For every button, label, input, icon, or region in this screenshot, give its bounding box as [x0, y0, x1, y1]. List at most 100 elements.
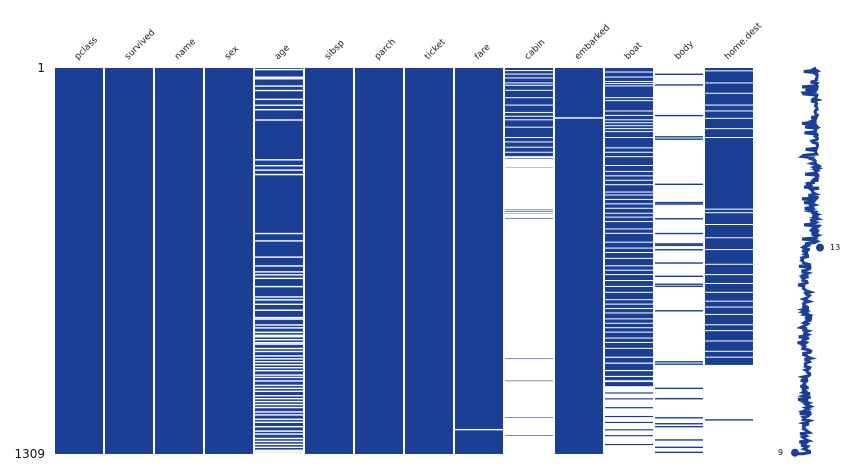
missing-range — [605, 356, 653, 358]
missing-range — [505, 218, 553, 359]
missing-range — [605, 216, 653, 218]
matrix-column-sibsp — [305, 68, 353, 454]
missing-cell — [255, 446, 303, 449]
missing-cell — [255, 369, 303, 372]
missing-cell — [255, 89, 303, 92]
missing-cell — [255, 277, 303, 280]
missing-range — [605, 221, 653, 223]
missing-range — [605, 203, 653, 205]
filled-cell — [655, 275, 703, 277]
missing-cell — [255, 296, 303, 298]
missing-range — [605, 247, 653, 249]
missing-range — [605, 151, 653, 153]
filled-cell — [655, 84, 703, 86]
missing-range — [605, 347, 653, 349]
missing-range — [505, 111, 553, 113]
missing-range — [705, 128, 753, 130]
missing-range — [605, 331, 653, 333]
completeness-sparkline — [791, 66, 824, 457]
filled-cell — [655, 387, 703, 390]
column-label: age — [273, 43, 292, 62]
missing-range — [605, 85, 653, 87]
missing-cell — [255, 334, 303, 336]
missing-range — [605, 393, 653, 399]
missing-cell — [255, 119, 303, 121]
column-label: ticket — [423, 37, 448, 62]
missing-range — [605, 445, 653, 454]
missing-cell — [255, 104, 303, 106]
filled-column — [155, 68, 203, 454]
filled-cell — [655, 201, 703, 204]
missing-range — [505, 211, 553, 214]
missing-range — [605, 380, 653, 383]
missing-cell — [255, 374, 303, 376]
filled-column — [255, 68, 303, 454]
missing-range — [705, 104, 753, 106]
missing-range — [605, 198, 653, 200]
matrix-column-cabin — [505, 68, 553, 454]
filled-column — [355, 68, 403, 454]
missing-range — [605, 430, 653, 436]
missing-range — [705, 364, 753, 454]
missing-range — [505, 137, 553, 139]
missing-range — [705, 313, 753, 315]
missing-range — [605, 280, 653, 282]
missing-range — [605, 291, 653, 293]
sparkline-path — [795, 66, 824, 456]
missing-cell — [255, 271, 303, 273]
missing-cell — [255, 303, 303, 306]
missing-cell — [255, 316, 303, 319]
filled-cell — [655, 397, 703, 400]
column-label: parch — [373, 37, 398, 62]
missing-range — [605, 165, 653, 167]
missing-cell — [255, 400, 303, 403]
filled-cell — [655, 232, 703, 235]
missing-range — [605, 408, 653, 416]
missing-range — [605, 265, 653, 267]
row-label-bottom: 1309 — [14, 447, 45, 461]
missing-range — [605, 114, 653, 116]
matrix-column-age — [255, 68, 303, 454]
missing-range — [605, 312, 653, 314]
missing-range — [605, 308, 653, 310]
missing-range — [505, 381, 553, 418]
missing-range — [705, 330, 753, 332]
missing-range — [505, 115, 553, 117]
missing-range — [605, 119, 653, 121]
missing-range — [505, 104, 553, 106]
missing-range — [605, 375, 653, 378]
missing-cell — [255, 361, 303, 363]
missing-range — [505, 119, 553, 121]
missing-range — [705, 300, 753, 302]
filled-column — [305, 68, 353, 454]
filled-cell — [655, 361, 703, 363]
missing-range — [605, 327, 653, 329]
missing-range — [505, 435, 553, 454]
filled-cell — [655, 218, 703, 220]
missing-range — [605, 252, 653, 254]
missing-cell — [255, 355, 303, 357]
matrix-column-fare — [455, 68, 503, 454]
filled-cell — [655, 425, 703, 428]
missing-cell — [255, 437, 303, 440]
missing-range — [605, 436, 653, 444]
missing-range — [605, 228, 653, 230]
missing-range — [605, 137, 653, 139]
missing-range — [505, 210, 553, 212]
missing-cell — [255, 384, 303, 387]
sparkline-min-label: 9 — [778, 448, 783, 457]
missing-range — [605, 386, 653, 393]
filled-cell — [655, 243, 703, 245]
filled-column — [105, 68, 153, 454]
filled-cell — [655, 73, 703, 76]
filled-cell — [655, 249, 703, 251]
missing-cell — [255, 98, 303, 101]
missing-cell — [255, 76, 303, 78]
filled-column — [205, 68, 253, 454]
sparkline-max-label: 13 — [830, 243, 840, 252]
missing-cell — [255, 336, 303, 338]
missing-range — [605, 399, 653, 408]
missing-cell — [255, 430, 303, 432]
missing-range — [605, 274, 653, 276]
missing-cell — [255, 411, 303, 413]
